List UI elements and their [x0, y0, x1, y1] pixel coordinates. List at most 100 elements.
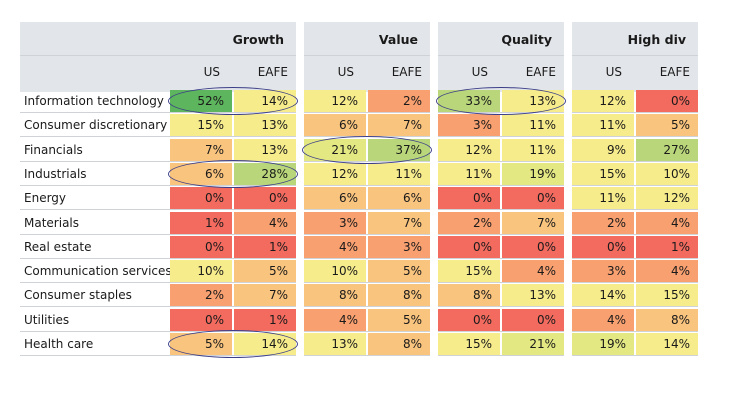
table-cell: 6% [368, 187, 430, 210]
table-cell: 13% [502, 284, 564, 307]
subheader-value-us: US [337, 65, 354, 79]
table-cell: 3% [304, 211, 366, 234]
group-gap-1 [296, 22, 304, 356]
table-cell: 11% [572, 187, 634, 210]
table-cell: 28% [234, 162, 296, 185]
row-divider [20, 160, 698, 162]
row-label: Health care [24, 337, 94, 351]
table-cell: 7% [368, 114, 430, 137]
table-cell: 1% [636, 235, 698, 258]
table-cell: 6% [304, 114, 366, 137]
table-cell: 4% [502, 260, 564, 283]
table-cell: 10% [304, 260, 366, 283]
table-cell: 9% [572, 138, 634, 161]
table-cell: 15% [636, 284, 698, 307]
table-cell: 2% [572, 211, 634, 234]
table-cell: 5% [368, 308, 430, 331]
row-divider [20, 184, 698, 186]
table-cell: 27% [636, 138, 698, 161]
table-cell: 15% [572, 162, 634, 185]
table-cell: 2% [170, 284, 232, 307]
table-cell: 0% [234, 187, 296, 210]
row-label: Energy [24, 191, 67, 206]
subheader-growth-eafe: EAFE [257, 65, 288, 79]
group-title-high-div: High div [627, 32, 686, 47]
table-cell: 1% [170, 211, 232, 234]
table-cell: 12% [304, 90, 366, 112]
row-label: Industrials [24, 166, 87, 181]
table-cell: 15% [438, 333, 500, 355]
table-cell: 11% [438, 162, 500, 185]
group-title-value: Value [378, 32, 418, 47]
table-cell: 15% [438, 260, 500, 283]
subheader-high-div-eafe: EAFE [659, 65, 690, 79]
row-divider [20, 282, 698, 284]
row-label: Information technology [24, 94, 164, 108]
table-cell: 0% [502, 308, 564, 331]
table-cell: 0% [170, 308, 232, 331]
table-cell: 0% [170, 235, 232, 258]
row-divider [20, 355, 698, 356]
table-cell: 12% [304, 162, 366, 185]
table-cell: 4% [304, 308, 366, 331]
table-cell: 13% [502, 90, 564, 112]
table-cell: 6% [304, 187, 366, 210]
table-cell: 52% [170, 90, 232, 112]
table-cell: 14% [234, 333, 296, 355]
header-divider [20, 55, 698, 56]
table-cell: 13% [234, 138, 296, 161]
table-cell: 0% [636, 90, 698, 112]
table-cell: 4% [636, 260, 698, 283]
table-cell: 11% [502, 138, 564, 161]
subheader-growth-us: US [203, 65, 220, 79]
row-label: Consumer staples [24, 288, 132, 303]
row-divider [20, 306, 698, 308]
table-cell: 19% [572, 333, 634, 355]
table-cell: 5% [234, 260, 296, 283]
header-band [20, 22, 698, 92]
row-label: Materials [24, 215, 80, 230]
row-divider [20, 233, 698, 235]
row-divider [20, 136, 698, 138]
table-cell: 19% [502, 162, 564, 185]
table-cell: 10% [170, 260, 232, 283]
row-label: Real estate [24, 239, 92, 254]
table-cell: 0% [502, 187, 564, 210]
table-cell: 8% [304, 284, 366, 307]
table-cell: 14% [234, 90, 296, 112]
table-cell: 10% [636, 162, 698, 185]
table-cell: 11% [502, 114, 564, 137]
table-cell: 3% [438, 114, 500, 137]
table-cell: 15% [170, 114, 232, 137]
table-cell: 7% [368, 211, 430, 234]
table-cell: 11% [572, 114, 634, 137]
table-cell: 8% [368, 333, 430, 355]
table-cell: 4% [636, 211, 698, 234]
subheader-high-div-us: US [605, 65, 622, 79]
table-cell: 5% [170, 333, 232, 355]
table-cell: 0% [438, 187, 500, 210]
table-cell: 0% [170, 187, 232, 210]
table-cell: 4% [234, 211, 296, 234]
table-cell: 3% [368, 235, 430, 258]
group-title-quality: Quality [501, 32, 552, 47]
subheader-quality-eafe: EAFE [525, 65, 556, 79]
table-cell: 33% [438, 90, 500, 112]
table-cell: 12% [636, 187, 698, 210]
group-gap-2 [430, 22, 438, 356]
group-title-growth: Growth [232, 32, 284, 47]
group-gap-3 [564, 22, 572, 356]
table-cell: 4% [572, 308, 634, 331]
subheader-value-eafe: EAFE [391, 65, 422, 79]
row-label: Financials [24, 142, 83, 157]
table-cell: 11% [368, 162, 430, 185]
table-cell: 12% [438, 138, 500, 161]
table-cell: 6% [170, 162, 232, 185]
table-cell: 8% [368, 284, 430, 307]
table-cell: 13% [234, 114, 296, 137]
table-cell: 2% [368, 90, 430, 112]
row-divider [20, 112, 698, 113]
table-cell: 12% [572, 90, 634, 112]
table-cell: 0% [438, 308, 500, 331]
